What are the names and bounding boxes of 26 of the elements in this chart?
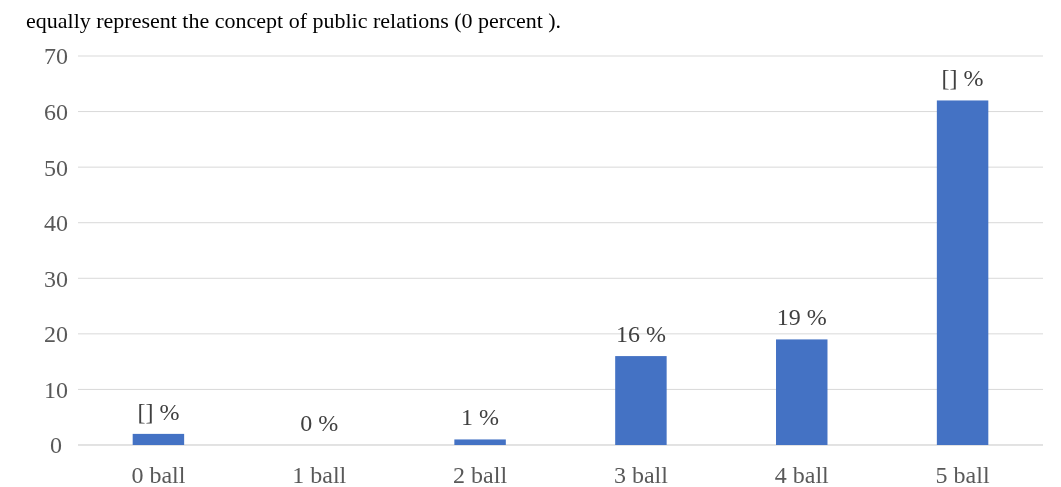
y-tick-label: 10 xyxy=(44,376,68,403)
bar xyxy=(615,356,667,445)
y-tick-label: 60 xyxy=(44,98,68,125)
y-tick-label: 20 xyxy=(44,321,68,348)
y-tick-label: 30 xyxy=(44,265,68,292)
bar xyxy=(132,433,185,445)
x-tick-label: 1 ball xyxy=(292,462,347,487)
y-tick-label: 70 xyxy=(44,43,68,70)
y-tick-label: 50 xyxy=(44,154,68,181)
data-label: 1 % xyxy=(461,404,500,431)
data-label: 16 % xyxy=(615,321,666,348)
bar xyxy=(776,339,828,445)
data-label: [] % xyxy=(137,398,180,425)
data-label: [] % xyxy=(941,65,984,92)
x-tick-label: 3 ball xyxy=(613,462,669,487)
text: equally represent the concept of public relations (0 percent ). xyxy=(26,8,562,33)
bar xyxy=(454,439,506,445)
x-tick-label: 4 ball xyxy=(774,462,830,487)
data-label: 19 % xyxy=(776,304,827,331)
x-tick-label: 2 ball xyxy=(453,462,508,487)
x-tick-label: 0 ball xyxy=(131,462,186,487)
bar xyxy=(936,100,989,445)
y-tick-label: 0 xyxy=(50,432,62,459)
data-label: 0 % xyxy=(300,410,339,436)
y-tick-label: 40 xyxy=(44,210,68,237)
x-tick-label: 5 ball xyxy=(935,462,990,487)
